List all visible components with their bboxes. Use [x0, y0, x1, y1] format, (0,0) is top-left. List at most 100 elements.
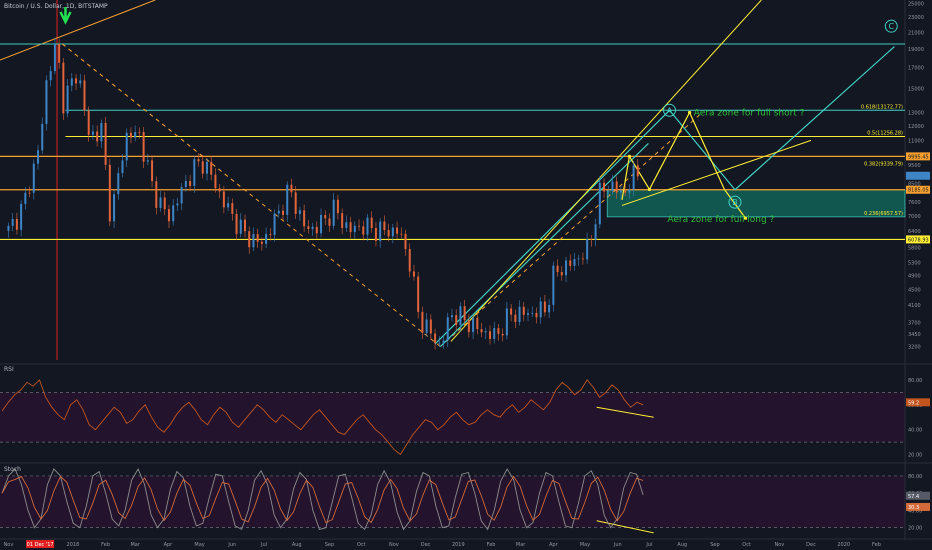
candle-body: [636, 165, 639, 177]
candle-body: [282, 210, 285, 215]
fib-level-label: 0.5(11256.28): [867, 131, 903, 137]
price-axis-badge: [906, 235, 930, 244]
x-tick-label: Oct: [357, 542, 366, 548]
candle-body: [383, 221, 386, 231]
candle-body: [552, 265, 555, 305]
candle-body: [87, 110, 90, 135]
candle-body: [294, 192, 297, 214]
rsi-tick-label: 40.00: [908, 428, 922, 434]
price-badge-label: 9995.45: [908, 154, 929, 160]
candle-body: [32, 163, 35, 193]
price-tick-label: 4500: [908, 288, 921, 294]
candle-body: [214, 174, 217, 189]
fib-level-label: 0.382(9339.79): [864, 162, 903, 168]
candle-body: [75, 78, 78, 84]
candle-body: [332, 199, 335, 226]
stoch-band-fill: [0, 475, 905, 528]
price-axis-badge: [906, 185, 930, 194]
zigzag-arrow-head: [647, 187, 652, 192]
cyan-channel-lower: [439, 143, 649, 347]
wave-label: C: [888, 22, 894, 31]
candle-body: [28, 192, 31, 194]
candle-body: [472, 317, 475, 333]
candle-body: [205, 161, 208, 174]
dashed-downtrend: [61, 43, 441, 347]
candle-body: [590, 238, 593, 240]
x-tick-label: Jun: [227, 542, 236, 548]
x-tick-label: Mar: [516, 542, 526, 548]
candle-body: [155, 181, 158, 208]
price-tick-label: 25000: [908, 1, 924, 7]
cyan-wave-a-b: [669, 109, 736, 191]
candle-body: [265, 233, 268, 244]
candle-body: [104, 122, 107, 165]
candle-body: [391, 227, 394, 237]
price-badge-label: 8185.05: [908, 188, 929, 194]
candle-body: [603, 182, 606, 192]
price-tick-label: 15000: [908, 87, 924, 93]
candle-body: [286, 184, 289, 215]
x-tick-label: Dec: [421, 542, 431, 548]
price-badge-label: 6078.93: [908, 237, 929, 243]
candle-body: [231, 203, 234, 214]
candle-body: [256, 234, 259, 242]
candle-body: [560, 272, 563, 276]
yellow-channel-upper: [450, 0, 762, 342]
stoch-d-label: 30.3: [908, 505, 919, 511]
rsi-value-badge: [906, 398, 930, 407]
candle-body: [505, 308, 508, 336]
candle-body: [20, 203, 23, 230]
candle-body: [125, 132, 128, 161]
x-tick-label: Jun: [613, 542, 622, 548]
wave-label-circle: [884, 19, 898, 33]
price-tick-label: 3450: [908, 332, 921, 338]
candle-body: [307, 226, 310, 230]
zigzag-arrow-head: [743, 216, 748, 220]
candle-body: [548, 304, 551, 313]
candle-body: [239, 219, 242, 234]
price-tick-label: 13000: [908, 110, 924, 116]
candle-body: [476, 317, 479, 330]
candle-body: [45, 80, 48, 124]
candle-body: [497, 328, 500, 334]
candle-body: [345, 222, 348, 228]
candle-body: [172, 205, 175, 222]
stoch-d-line: [1, 475, 644, 524]
candle-body: [501, 333, 504, 336]
candle-body: [450, 315, 453, 318]
candle-body: [438, 342, 441, 344]
stoch-k-label: 57.4: [908, 494, 919, 500]
candle-body: [201, 161, 204, 174]
candle-body: [366, 217, 369, 235]
x-tick-label: Sep: [710, 542, 719, 548]
price-candles: [7, 37, 639, 350]
stoch-divergence-line: [596, 520, 654, 534]
candle-body: [624, 190, 627, 193]
candle-body: [421, 311, 424, 333]
candle-body: [315, 226, 318, 234]
x-tick-label: Aug: [292, 542, 302, 548]
x-tick-label: Oct: [742, 542, 751, 548]
candle-body: [628, 189, 631, 193]
candle-body: [396, 227, 399, 234]
candle-body: [197, 159, 200, 162]
candle-body: [277, 210, 280, 214]
candle-body: [91, 131, 94, 135]
candle-body: [459, 306, 462, 326]
candle-body: [269, 233, 272, 235]
candle-body: [121, 160, 124, 174]
candle-body: [142, 132, 145, 162]
candle-body: [7, 225, 10, 231]
cyan-wave-b-c: [734, 46, 895, 191]
candle-body: [341, 213, 344, 228]
cyan-channel-upper: [434, 109, 670, 345]
candle-body: [429, 319, 432, 334]
long-zone-box: [606, 189, 906, 218]
price-tick-label: 8500: [908, 181, 921, 187]
candle-body: [531, 312, 534, 314]
candle-body: [117, 173, 120, 195]
candle-body: [527, 313, 530, 315]
x-tick-label: May: [194, 542, 204, 548]
candle-body: [222, 191, 225, 208]
